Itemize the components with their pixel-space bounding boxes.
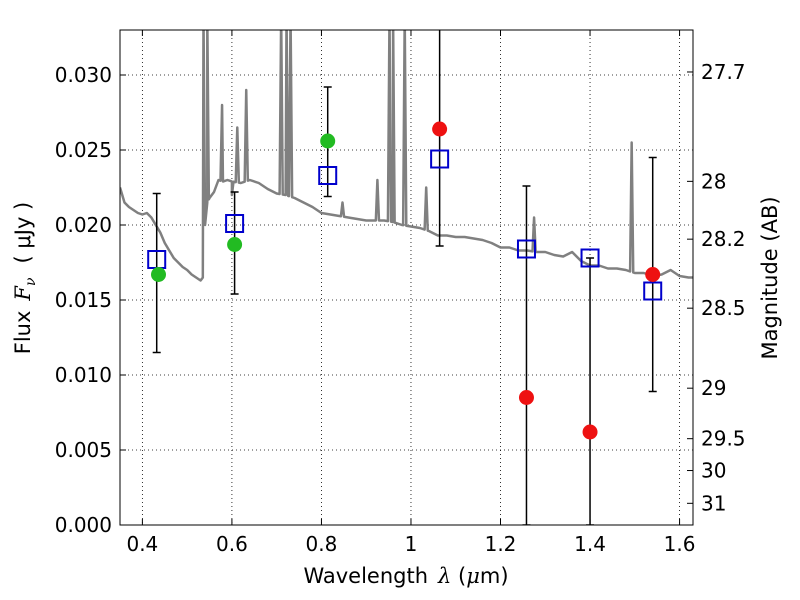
model-square-point [516,239,536,259]
x-axis-label: Wavelength λ (μm) [303,564,508,588]
x-tick-label: 1.4 [574,532,606,556]
error-bar [586,257,595,525]
y-tick-label: 0.000 [55,513,112,537]
y-tick-label: 0.015 [55,288,112,312]
y2-tick-label: 28 [701,169,726,193]
y-axis-label: FluxFν( μJy ) [11,202,39,354]
red-point [582,424,598,440]
model-square-point [580,248,600,268]
y2-tick-label: 31 [701,491,726,515]
x-tick-label: 1 [405,532,418,556]
template-spectrum-line [120,30,693,282]
x-tick-label: 0.8 [306,532,338,556]
red-point [432,121,448,137]
x-tick-label: 1.2 [485,532,517,556]
error-bar [522,185,531,525]
model-square-point [225,214,245,233]
model-square-point [318,166,338,185]
detection-point [227,237,243,252]
y-tick-label: 0.010 [55,363,112,387]
y-tick-label: 0.005 [55,438,112,462]
y2-axis-label: Magnitude (AB) [758,196,782,359]
y2-tick-label: 29 [701,376,726,400]
red-point [645,267,661,282]
y-tick-label: 0.020 [55,213,112,237]
x-tick-label: 1.6 [664,532,696,556]
plot-frame [119,29,694,526]
axis-ticks: 0.4 0.6 0.8 1 1.2 1.4 1.6 0.000 0.005 0.010 0.015 0… [55,30,746,556]
x-tick-label: 0.4 [126,532,158,556]
x-tick-label: 0.6 [216,532,248,556]
model-square-point [430,149,450,169]
y2-tick-label: 29.5 [701,427,746,451]
red-point [518,390,534,405]
plot-area [120,30,693,525]
y-tick-label: 0.030 [55,63,112,87]
detection-point [320,133,336,149]
y-tick-label: 0.025 [55,138,112,162]
y2-tick-label: 27.7 [701,60,746,84]
detection-point [150,267,166,282]
y2-tick-label: 28.5 [701,296,746,320]
y2-tick-label: 28.2 [701,227,746,251]
model-square-point [643,281,663,301]
y2-tick-label: 30 [701,459,726,483]
